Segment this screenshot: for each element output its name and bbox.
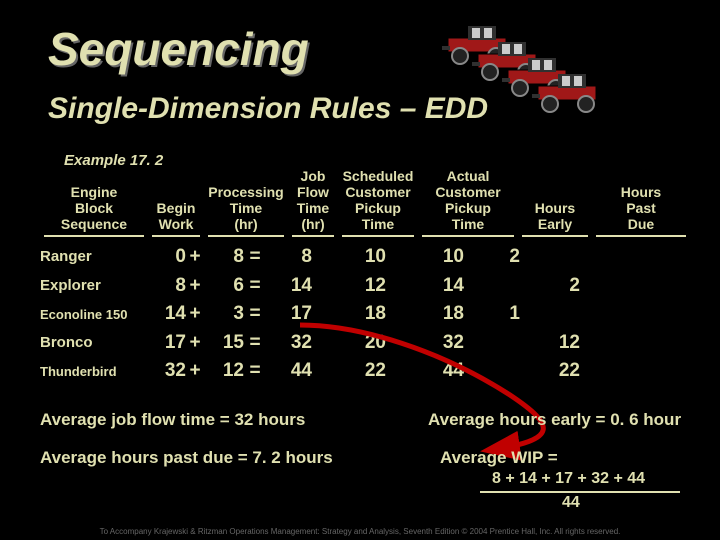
table-row: Econoline 15014+3=1718181 — [40, 300, 690, 329]
car-icon — [530, 68, 610, 116]
row-name: Thunderbird — [40, 362, 150, 382]
avg-past-due: Average hours past due = 7. 2 hours — [40, 448, 333, 468]
col-actual: ActualCustomerPickupTime — [418, 168, 518, 232]
row-flow: 44 — [266, 357, 312, 386]
slide-subtitle: Single-Dimension Rules – EDD — [48, 92, 488, 126]
row-proc: 15 — [204, 329, 244, 358]
row-flow: 14 — [266, 272, 312, 301]
col-past: HoursPastDue — [592, 184, 690, 232]
row-name: Bronco — [40, 332, 150, 355]
col-engine: EngineBlockSequence — [40, 184, 148, 232]
table-row: Thunderbird32+12=44224422 — [40, 357, 690, 386]
table-rows: Ranger0+8=810102Explorer8+6=1412142Econo… — [40, 243, 690, 386]
slide-footer: To Accompany Krajewski & Ritzman Operati… — [0, 527, 720, 536]
row-flow: 17 — [266, 300, 312, 329]
row-flow: 8 — [266, 243, 312, 272]
table-row: Bronco17+15=32203212 — [40, 329, 690, 358]
col-proc: ProcessingTime(hr) — [204, 184, 288, 232]
table-header: EngineBlockSequence BeginWork Processing… — [40, 168, 690, 234]
row-actual: 44 — [386, 357, 464, 386]
row-name: Econoline 150 — [40, 305, 150, 325]
avg-hours-early: Average hours early = 0. 6 hour — [428, 410, 681, 430]
sequencing-table: EngineBlockSequence BeginWork Processing… — [40, 168, 690, 386]
slide-title: Sequencing — [48, 22, 309, 76]
row-actual: 10 — [386, 243, 464, 272]
wip-denominator: 44 — [562, 494, 580, 512]
plus-icon: + — [186, 300, 204, 329]
row-actual: 32 — [386, 329, 464, 358]
plus-icon: + — [186, 243, 204, 272]
row-actual: 18 — [386, 300, 464, 329]
col-early: HoursEarly — [518, 184, 592, 232]
row-flow: 32 — [266, 329, 312, 358]
row-proc: 12 — [204, 357, 244, 386]
row-past: 22 — [520, 357, 580, 386]
header-underline — [40, 235, 690, 237]
example-label: Example 17. 2 — [64, 152, 163, 169]
row-begin: 17 — [150, 329, 186, 358]
plus-icon: + — [186, 272, 204, 301]
row-proc: 8 — [204, 243, 244, 272]
row-begin: 8 — [150, 272, 186, 301]
row-sched: 12 — [312, 272, 386, 301]
col-flow: JobFlowTime(hr) — [288, 168, 338, 232]
equals-icon: = — [244, 300, 266, 329]
avg-flow-time: Average job flow time = 32 hours — [40, 410, 305, 430]
row-proc: 6 — [204, 272, 244, 301]
wip-fraction-rule — [480, 491, 680, 493]
table-row: Explorer8+6=1412142 — [40, 272, 690, 301]
avg-wip-label: Average WIP = — [440, 448, 558, 468]
row-begin: 14 — [150, 300, 186, 329]
row-begin: 0 — [150, 243, 186, 272]
table-row: Ranger0+8=810102 — [40, 243, 690, 272]
col-sched: ScheduledCustomerPickupTime — [338, 168, 418, 232]
plus-icon: + — [186, 357, 204, 386]
plus-icon: + — [186, 329, 204, 358]
row-sched: 22 — [312, 357, 386, 386]
col-begin: BeginWork — [148, 184, 204, 232]
equals-icon: = — [244, 357, 266, 386]
row-past: 2 — [520, 272, 580, 301]
equals-icon: = — [244, 243, 266, 272]
row-past: 12 — [520, 329, 580, 358]
row-early: 2 — [464, 243, 520, 272]
row-sched: 10 — [312, 243, 386, 272]
row-early: 1 — [464, 300, 520, 329]
equals-icon: = — [244, 272, 266, 301]
row-proc: 3 — [204, 300, 244, 329]
wip-numerator: 8 + 14 + 17 + 32 + 44 — [492, 470, 645, 488]
row-name: Explorer — [40, 275, 150, 298]
row-sched: 20 — [312, 329, 386, 358]
row-name: Ranger — [40, 246, 150, 269]
row-sched: 18 — [312, 300, 386, 329]
row-begin: 32 — [150, 357, 186, 386]
equals-icon: = — [244, 329, 266, 358]
row-actual: 14 — [386, 272, 464, 301]
